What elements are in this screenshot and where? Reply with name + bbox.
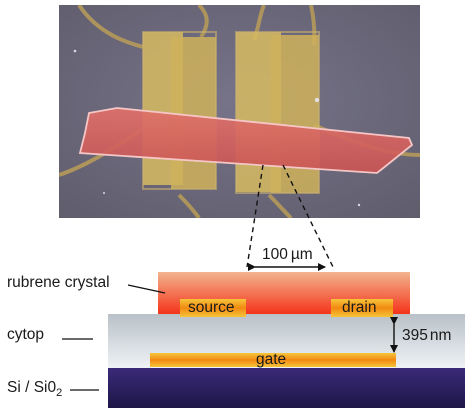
dimension-label-top: 100 µm (262, 246, 313, 264)
source-electrode (180, 299, 246, 317)
dashed-guide-left (246, 164, 264, 268)
label-cytop: cytop (7, 326, 45, 343)
dashed-guide-right (282, 164, 334, 268)
dimension-unit-right: nm (429, 327, 452, 344)
substrate-layer (108, 368, 465, 408)
substrate-subscript: 2 (56, 387, 63, 400)
leader-crystal (127, 284, 166, 294)
rubrene-crystal-photo (78, 107, 414, 174)
gate-electrode (150, 353, 396, 367)
dimension-unit-top: µm (290, 246, 313, 263)
label-drain: drain (342, 299, 377, 316)
label-substrate: Si / Si02 (7, 379, 62, 402)
dust-specks (73, 49, 361, 207)
dimension-value-top: 100 (262, 246, 288, 263)
substrate-text: Si / Si0 (7, 379, 57, 396)
dimension-value-right: 395 (402, 327, 428, 344)
label-rubrene-crystal: rubrene crystal (7, 274, 110, 291)
label-source: source (188, 299, 235, 316)
dimension-label-right: 395 nm (402, 327, 451, 345)
optical-micrograph (59, 5, 420, 218)
drain-electrode (331, 299, 393, 317)
label-gate: gate (256, 351, 287, 368)
